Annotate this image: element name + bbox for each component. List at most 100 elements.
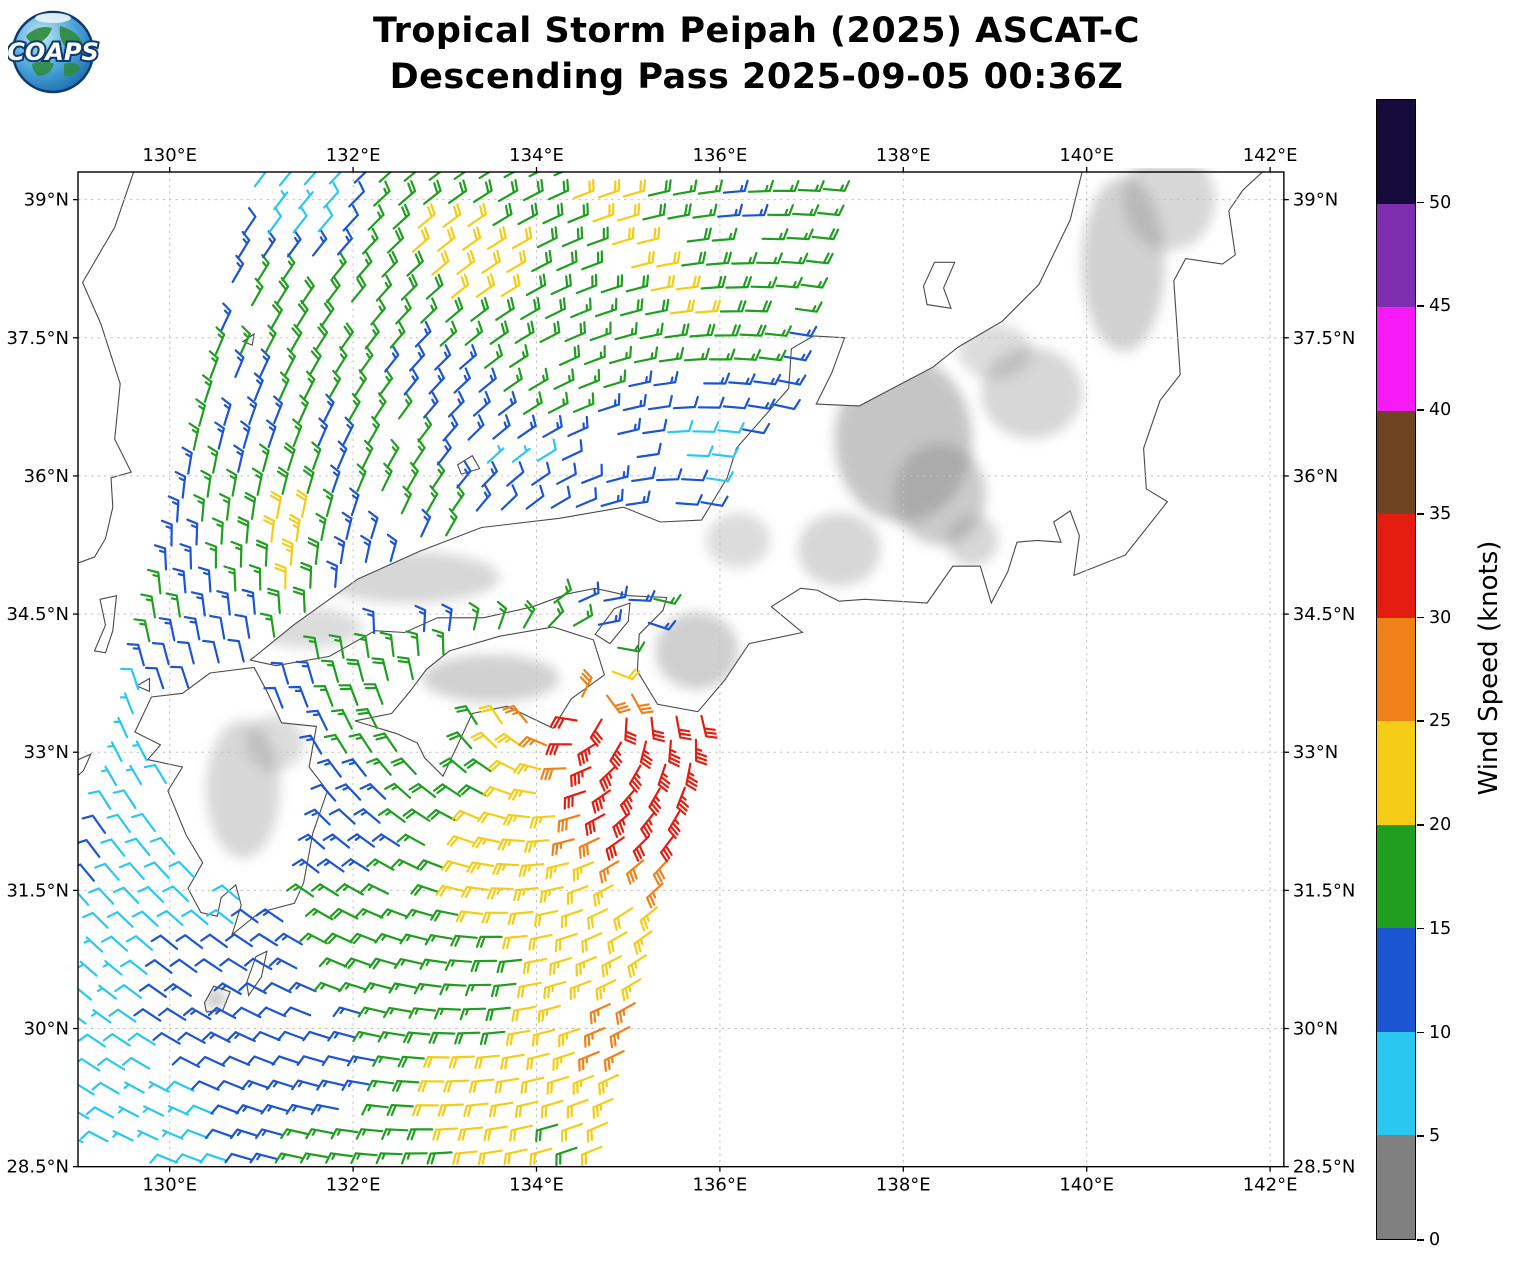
wind-barb — [514, 320, 535, 344]
wind-barb — [622, 393, 647, 412]
wind-barb — [145, 666, 165, 690]
wind-barb — [297, 833, 326, 850]
wind-barb — [372, 1055, 400, 1067]
wind-barb — [239, 325, 251, 355]
wind-barb — [470, 959, 498, 973]
wind-barbs — [78, 172, 851, 1167]
wind-barb — [811, 228, 840, 241]
wind-barb — [202, 639, 220, 664]
wind-barb — [529, 1147, 553, 1166]
wind-barb — [586, 226, 609, 247]
wind-barb — [379, 631, 395, 658]
lat-tick-label-right: 28.5°N — [1293, 1157, 1356, 1178]
terrain-blob — [797, 512, 881, 587]
wind-barb — [97, 1057, 126, 1071]
wind-barb — [603, 1050, 625, 1072]
wind-barb — [381, 1128, 409, 1140]
wind-barb — [546, 1075, 570, 1095]
wind-barb — [87, 790, 112, 810]
wind-barb — [500, 484, 518, 511]
wind-barb — [263, 515, 275, 543]
wind-barb — [478, 172, 492, 180]
wind-barb — [208, 350, 219, 379]
wind-barb — [472, 390, 491, 417]
colorbar-tick-label: 35 — [1429, 503, 1452, 524]
wind-barb — [453, 367, 471, 394]
wind-barb — [388, 982, 417, 994]
wind-barb — [432, 1127, 459, 1141]
wind-barb — [227, 638, 245, 663]
wind-barb — [330, 708, 353, 730]
wind-barb — [563, 790, 586, 810]
wind-barb — [78, 1138, 84, 1144]
wind-barb — [257, 1006, 287, 1018]
wind-barb — [311, 441, 322, 471]
wind-barb — [221, 1055, 251, 1066]
wind-barb — [149, 836, 176, 856]
wind-barb — [722, 397, 751, 410]
wind-barb — [150, 934, 179, 950]
wind-barb — [575, 487, 598, 508]
colorbar-bin-5-10 — [1377, 1031, 1415, 1136]
wind-barb — [247, 396, 258, 425]
wind-barb — [166, 1080, 195, 1092]
wind-barb — [436, 437, 452, 466]
wind-barb — [534, 910, 559, 927]
wind-barb — [529, 815, 556, 829]
wind-barb — [555, 933, 578, 952]
wind-barb — [131, 910, 159, 927]
wind-barb — [235, 1104, 265, 1115]
wind-barb — [107, 741, 123, 763]
lon-tick-label-bottom: 134°E — [509, 1175, 564, 1196]
wind-barb — [310, 1103, 339, 1115]
wind-barb — [417, 203, 436, 229]
wind-barb — [102, 1033, 131, 1047]
wind-barb — [475, 484, 492, 512]
wind-barb — [354, 632, 370, 658]
wind-barb — [383, 1006, 412, 1019]
wind-barb — [396, 833, 426, 846]
wind-barb — [717, 422, 745, 434]
wind-barb — [285, 1103, 314, 1115]
wind-barb — [425, 485, 439, 514]
wind-barb — [401, 1152, 428, 1165]
wind-barb — [595, 979, 617, 1001]
wind-barb — [632, 835, 650, 862]
wind-barb — [667, 419, 694, 434]
wind-barb — [615, 1002, 636, 1025]
wind-barb — [263, 686, 284, 709]
wind-barb — [465, 983, 492, 997]
wind-barb — [511, 1005, 536, 1023]
wind-barb — [463, 1102, 489, 1118]
wind-barb — [722, 179, 749, 194]
wind-barb — [486, 887, 514, 900]
wind-barb — [797, 180, 825, 192]
wind-barb — [442, 414, 459, 442]
wind-barb — [210, 1104, 240, 1115]
wind-barb — [697, 179, 723, 195]
wind-barb — [140, 593, 156, 619]
wind-barb — [668, 739, 681, 768]
wind-barb — [339, 322, 354, 351]
wind-barb — [646, 882, 664, 909]
wind-barb — [158, 617, 176, 642]
lon-tick-label-bottom: 136°E — [693, 1175, 748, 1196]
lon-tick-label-bottom: 132°E — [326, 1175, 381, 1196]
wind-barb — [531, 461, 551, 486]
wind-barb — [503, 1148, 528, 1166]
lon-tick-label-top: 140°E — [1059, 145, 1114, 166]
wind-barb — [794, 301, 823, 313]
wind-barb — [322, 833, 351, 849]
wind-barb — [725, 276, 752, 289]
wind-barb — [708, 348, 736, 361]
wind-barb — [363, 982, 392, 993]
wind-barb — [230, 540, 243, 568]
wind-barb — [597, 393, 621, 413]
coastline-iki — [135, 677, 151, 693]
wind-barb — [520, 297, 541, 320]
wind-barb — [253, 372, 264, 401]
wind-barb — [80, 1130, 109, 1143]
globe-continent — [59, 26, 82, 49]
wind-barb — [199, 1153, 228, 1164]
wind-barb — [539, 320, 561, 343]
